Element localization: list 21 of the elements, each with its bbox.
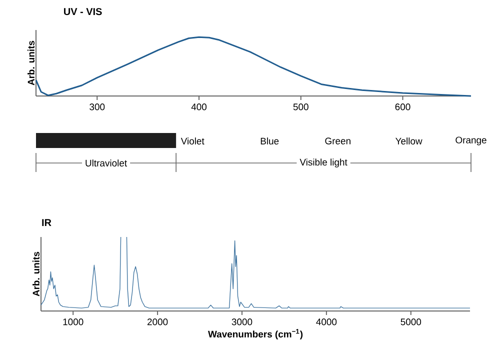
x-tick-label: 500 bbox=[293, 104, 308, 110]
y-axis-title: Arb. units bbox=[28, 40, 34, 86]
text: Ultraviolet bbox=[86, 160, 127, 166]
text: Visible light bbox=[300, 158, 348, 168]
text: Green bbox=[325, 138, 350, 144]
text: Blue bbox=[260, 138, 279, 144]
x-tick-label: 1000 bbox=[63, 318, 84, 326]
x-tick-label: 600 bbox=[395, 104, 410, 110]
x-axis-title: Wavenumbers (cm$^{−1}$) bbox=[208, 329, 303, 340]
text: Violet bbox=[180, 138, 204, 144]
text: Yellow bbox=[395, 138, 422, 144]
y-axis-title: Arb. units bbox=[32, 252, 40, 296]
x-tick-label: 2000 bbox=[147, 318, 168, 326]
x-tick-label: 5000 bbox=[400, 318, 422, 326]
text: Orange bbox=[456, 136, 486, 146]
chart-title: UV - VIS bbox=[64, 8, 102, 16]
x-tick-label: 400 bbox=[191, 104, 207, 110]
x-tick-label: 300 bbox=[90, 104, 105, 110]
chart-title: IR bbox=[42, 219, 52, 226]
x-tick-label: 4000 bbox=[316, 318, 337, 326]
x-tick-label: 3000 bbox=[232, 318, 252, 326]
